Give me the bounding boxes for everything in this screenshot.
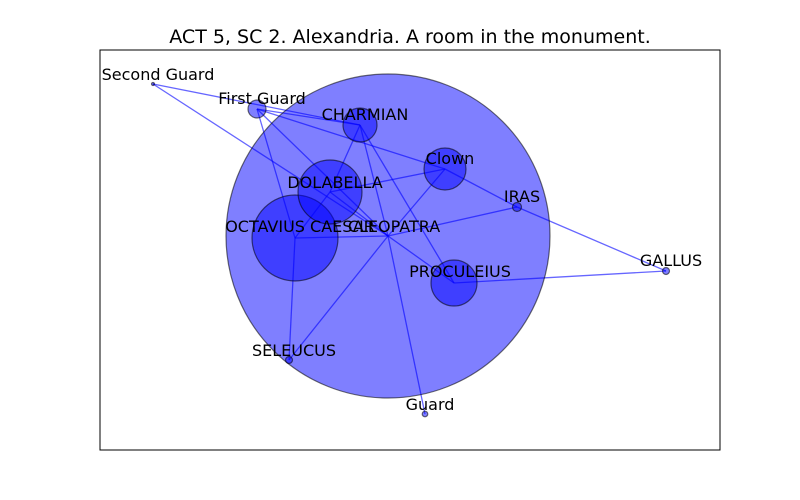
node-gallus <box>661 266 671 276</box>
node-label-guard: Guard <box>406 395 455 414</box>
node-iras <box>511 201 523 213</box>
node-label-gallus: GALLUS <box>640 251 702 270</box>
node-guard <box>421 410 429 418</box>
node-clown <box>423 147 467 191</box>
node-label-clown: Clown <box>426 149 475 168</box>
node-seleucus <box>284 355 294 365</box>
node-label-iras: IRAS <box>504 187 540 206</box>
node-proculeius <box>430 259 478 307</box>
node-label-proculeius: PROCULEIUS <box>409 262 511 281</box>
node-label-dolabella: DOLABELLA <box>287 173 382 192</box>
node-second_guard <box>150 81 156 87</box>
plot-frame <box>99 49 721 451</box>
node-label-octavius: OCTAVIUS CAESAR <box>225 217 375 236</box>
node-label-seleucus: SELEUCUS <box>252 341 336 360</box>
node-first_guard <box>247 99 267 119</box>
node-label-second_guard: Second Guard <box>102 65 215 84</box>
node-label-charmian: CHARMIAN <box>322 105 409 124</box>
node-charmian <box>342 107 378 143</box>
chart-title: ACT 5, SC 2. Alexandria. A room in the m… <box>169 26 650 48</box>
node-cleopatra <box>225 73 551 399</box>
node-dolabella <box>297 159 363 225</box>
node-label-first_guard: First Guard <box>218 89 306 108</box>
node-label-cleopatra: CLEOPATRA <box>348 217 440 236</box>
nodes-layer <box>150 73 671 418</box>
